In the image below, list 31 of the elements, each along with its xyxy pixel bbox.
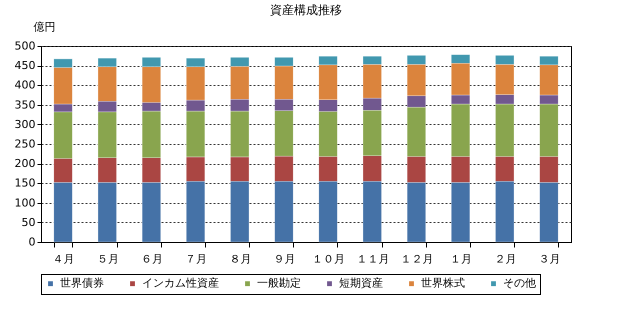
y-axis-title: 億円 — [34, 20, 56, 34]
y-tick-label: 250 — [14, 138, 36, 150]
y-tick-label: 350 — [14, 98, 36, 112]
y-tick-label: 0 — [28, 236, 36, 248]
legend-label: 短期資産 — [339, 276, 383, 290]
chart-title: 資産構成推移 — [270, 3, 342, 17]
x-tick-label: ７月 — [185, 252, 208, 266]
x-tick-label: １１月 — [356, 252, 390, 266]
y-tick-label: 300 — [14, 118, 36, 131]
y-tick-label: 500 — [14, 40, 36, 52]
legend-label: 一般勘定 — [257, 276, 301, 290]
legend-label: その他 — [503, 276, 536, 290]
legend-label: 世界株式 — [421, 276, 465, 290]
x-tick-label: １月 — [450, 252, 472, 266]
x-tick-label: ９月 — [273, 252, 296, 266]
x-tick-label: ６月 — [140, 252, 163, 266]
x-tick-label: ８月 — [229, 252, 252, 266]
legend-label: 世界債券 — [60, 276, 104, 290]
y-tick-label: 100 — [14, 196, 36, 210]
x-tick-label: ２月 — [494, 252, 516, 266]
x-tick-label: １０月 — [312, 252, 346, 266]
x-tick-label: ４月 — [52, 252, 75, 266]
x-tick-label: １２月 — [400, 252, 434, 266]
y-tick-label: 200 — [14, 157, 36, 170]
x-tick-label: ３月 — [538, 252, 560, 266]
y-tick-label: 150 — [14, 176, 36, 190]
y-tick-label: 50 — [22, 216, 36, 229]
legend-label: インカム性資産 — [142, 276, 219, 290]
y-tick-label: 450 — [14, 59, 36, 72]
y-tick-label: 400 — [14, 78, 36, 92]
x-tick-label: ５月 — [96, 252, 119, 266]
